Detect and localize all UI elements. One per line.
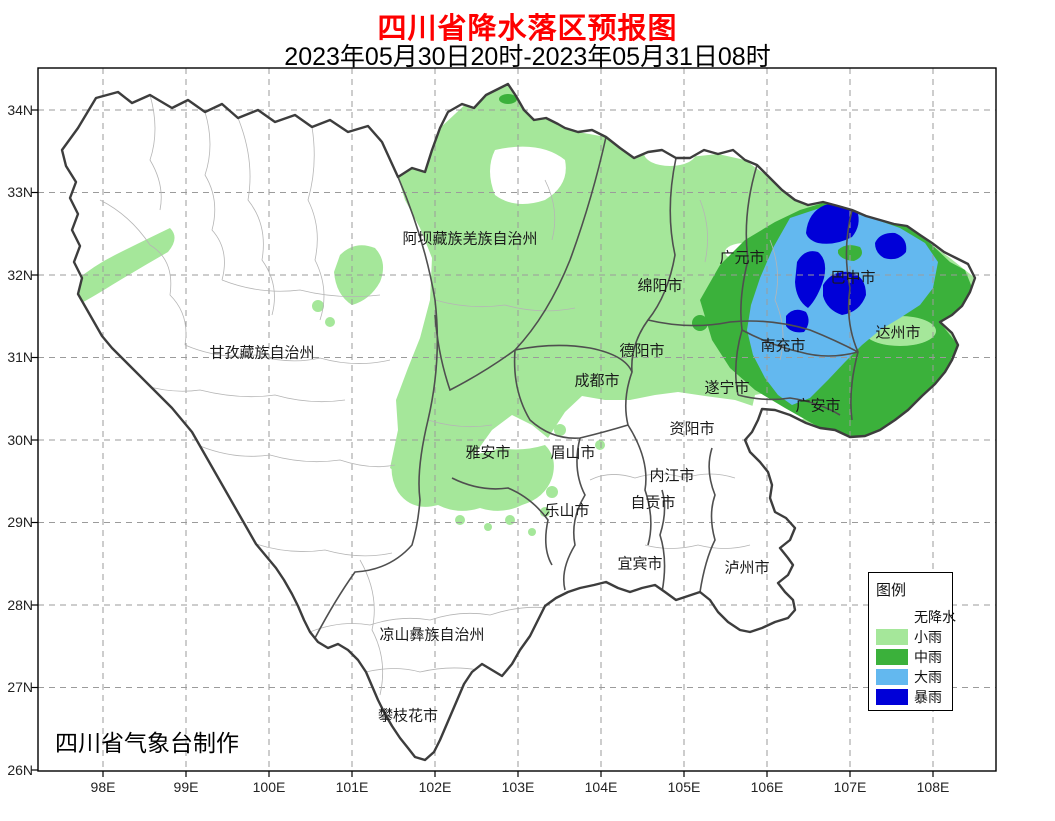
- legend-row-moderate-rain: 中雨: [876, 647, 952, 667]
- region-label-deyang: 德阳市: [619, 342, 665, 360]
- region-label-meishan: 眉山市: [550, 444, 596, 462]
- lon-tick-label: 98E: [90, 779, 116, 795]
- region-label-neijiang: 内江市: [649, 467, 695, 485]
- lat-tick-label: 30N: [7, 432, 33, 448]
- lon-tick-label: 101E: [335, 779, 369, 795]
- light-rain-swatch: [876, 629, 908, 645]
- lon-tick-label: 100E: [252, 779, 286, 795]
- region-label-luzhou: 泸州市: [724, 559, 770, 577]
- region-label-ziyang: 资阳市: [669, 420, 715, 438]
- region-label-yaan: 雅安市: [465, 444, 511, 462]
- lon-tick-label: 104E: [584, 779, 618, 795]
- region-label-nanchong: 南充市: [760, 337, 806, 355]
- legend-label: 大雨: [914, 669, 942, 685]
- prefecture-boundaries: [314, 136, 859, 639]
- region-label-bazhong: 巴中市: [830, 269, 876, 287]
- no-precip-swatch: [876, 609, 908, 625]
- legend: 图例 无降水 小雨 中雨 大雨 暴雨: [868, 572, 956, 711]
- region-label-aba: 阿坝藏族羌族自治州: [402, 230, 538, 248]
- lon-tick-label: 107E: [833, 779, 867, 795]
- region-label-ganzi: 甘孜藏族自治州: [209, 344, 315, 362]
- legend-row-no-precip: 无降水: [876, 607, 956, 627]
- lat-tick-label: 34N: [7, 102, 33, 118]
- lat-tick-label: 26N: [7, 762, 33, 778]
- heavy-rain-swatch: [876, 669, 908, 685]
- rainstorm-layer: [786, 203, 907, 333]
- map-frame: [37, 67, 997, 772]
- lon-tick-label: 99E: [173, 779, 199, 795]
- county-boundaries: [99, 94, 784, 696]
- lat-tick-label: 33N: [7, 184, 33, 200]
- lat-tick-label: 28N: [7, 597, 33, 613]
- legend-row-light-rain: 小雨: [876, 627, 952, 647]
- region-label-mianyang: 绵阳市: [637, 277, 683, 295]
- region-label-suining: 遂宁市: [704, 379, 750, 397]
- legend-title: 图例: [876, 582, 907, 599]
- region-label-panzhihua: 攀枝花市: [377, 707, 439, 725]
- legend-row-rainstorm: 暴雨: [876, 687, 952, 707]
- lat-tick-label: 32N: [7, 267, 33, 283]
- lat-tick-label: 27N: [7, 679, 33, 695]
- lon-tick-label: 102E: [418, 779, 452, 795]
- lat-tick-label: 31N: [7, 349, 33, 365]
- region-label-chengdu: 成都市: [574, 372, 620, 390]
- rainstorm-swatch: [876, 689, 908, 705]
- green-island-in-blue: [838, 245, 862, 261]
- region-label-liangshan: 凉山彝族自治州: [379, 626, 485, 644]
- lon-tick-label: 105E: [667, 779, 701, 795]
- lon-tick-label: 103E: [501, 779, 535, 795]
- forecast-period: 2023年05月30日20时-2023年05月31日08时: [284, 43, 771, 71]
- legend-label: 无降水: [914, 609, 956, 625]
- region-label-dazhou: 达州市: [875, 324, 921, 342]
- moderate-rain-swatch: [876, 649, 908, 665]
- lon-tick-label: 108E: [916, 779, 950, 795]
- lon-tick-label: 106E: [750, 779, 784, 795]
- page-title: 四川省降水落区预报图: [377, 13, 678, 45]
- producer-credit: 四川省气象台制作: [55, 730, 239, 756]
- axis-ticks: [31, 109, 934, 777]
- region-label-zigong: 自贡市: [630, 494, 676, 512]
- lat-tick-label: 29N: [7, 514, 33, 530]
- region-label-leshan: 乐山市: [544, 502, 590, 520]
- legend-row-heavy-rain: 大雨: [876, 667, 952, 687]
- region-label-yibin: 宜宾市: [617, 555, 663, 573]
- province-outline: [60, 82, 977, 762]
- legend-label: 小雨: [914, 629, 942, 645]
- legend-label: 中雨: [914, 649, 942, 665]
- region-label-guangan: 广安市: [795, 397, 841, 415]
- region-label-guangyuan: 广元市: [719, 249, 765, 267]
- legend-label: 暴雨: [914, 689, 942, 705]
